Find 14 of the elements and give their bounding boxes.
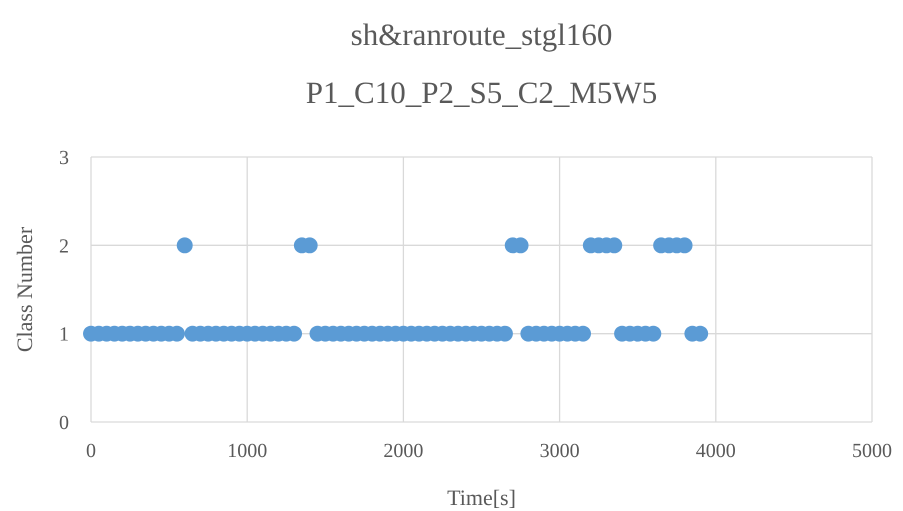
y-axis-title: Class Number [12, 226, 37, 352]
x-tick-label: 0 [86, 440, 96, 462]
chart-subtitle: P1_C10_P2_S5_C2_M5W5 [306, 75, 658, 110]
y-tick-label: 1 [59, 324, 69, 346]
y-tick-label: 3 [59, 147, 69, 169]
x-tick-label: 4000 [696, 440, 736, 462]
chart-title: sh&ranroute_stgl160 [350, 17, 612, 52]
x-tick-label: 3000 [540, 440, 580, 462]
x-axis-title: Time[s] [447, 485, 516, 510]
x-tick-label: 1000 [227, 440, 268, 462]
y-tick-label: 2 [59, 235, 69, 258]
y-tick-label: 0 [59, 412, 69, 434]
x-tick-label: 5000 [852, 440, 892, 462]
x-tick-label: 2000 [383, 440, 424, 462]
